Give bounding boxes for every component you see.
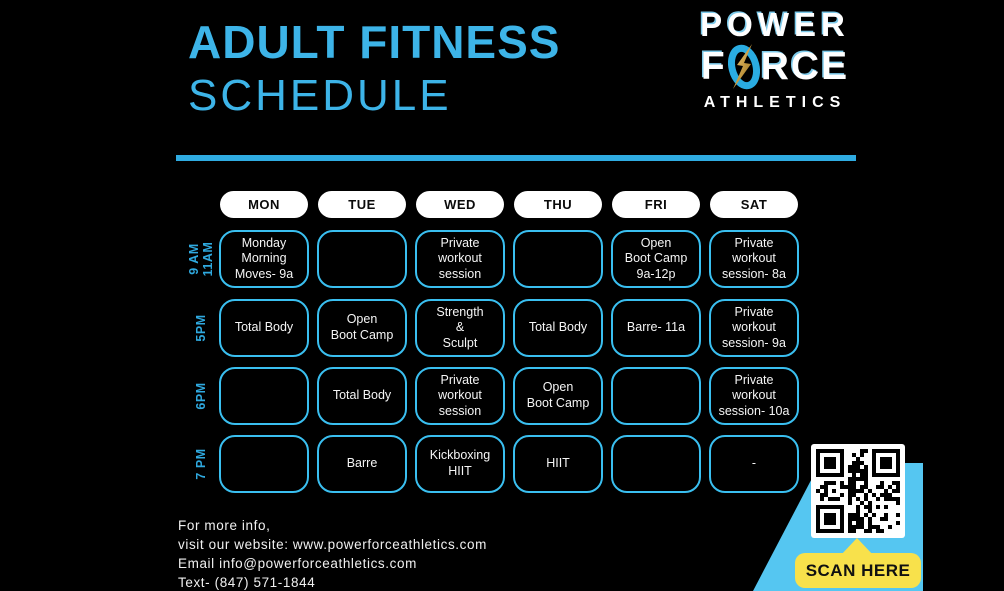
logo-force-rce: RCE bbox=[760, 44, 850, 88]
schedule-cell: Total Body bbox=[317, 367, 407, 425]
logo-word-athletics: ATHLETICS bbox=[703, 93, 847, 111]
schedule-cell: Private workout session- 10a bbox=[709, 367, 799, 425]
lightning-bolt-icon bbox=[727, 43, 760, 90]
qr-code-icon bbox=[816, 449, 900, 533]
schedule-cell: Monday Morning Moves- 9a bbox=[219, 230, 309, 288]
day-header-wed: WED bbox=[416, 191, 504, 218]
page-title: ADULT FITNESS bbox=[188, 16, 561, 68]
schedule-cell: Kickboxing HIIT bbox=[415, 435, 505, 493]
schedule-cell: Open Boot Camp bbox=[513, 367, 603, 425]
schedule-cell: Private workout session- 8a bbox=[709, 230, 799, 288]
day-header-fri: FRI bbox=[612, 191, 700, 218]
day-header-tue: TUE bbox=[318, 191, 406, 218]
time-label-5pm: 5PM bbox=[193, 314, 208, 342]
qr-code bbox=[811, 444, 905, 538]
logo-force-f: F bbox=[700, 44, 727, 88]
scan-pointer-icon bbox=[840, 538, 874, 556]
schedule-cell: HIIT bbox=[513, 435, 603, 493]
brand-logo: POWER F RCE ATHLETICS bbox=[686, 6, 864, 112]
schedule-cell bbox=[513, 230, 603, 288]
contact-info: For more info, visit our website: www.po… bbox=[178, 516, 487, 591]
day-header-thu: THU bbox=[514, 191, 602, 218]
time-label-6pm: 6PM bbox=[193, 382, 208, 410]
schedule-cell: Private workout session bbox=[415, 367, 505, 425]
schedule-cell bbox=[611, 367, 701, 425]
title-block: ADULT FITNESS SCHEDULE bbox=[188, 16, 561, 120]
schedule-cell: Barre- 11a bbox=[611, 299, 701, 357]
contact-line-intro: For more info, bbox=[178, 518, 271, 533]
day-header-sat: SAT bbox=[710, 191, 798, 218]
day-header-mon: MON bbox=[220, 191, 308, 218]
logo-word-power: POWER bbox=[700, 6, 850, 43]
schedule-cell: Strength & Sculpt bbox=[415, 299, 505, 357]
logo-word-force: F RCE bbox=[686, 43, 864, 91]
schedule-cell bbox=[219, 367, 309, 425]
schedule-cell bbox=[611, 435, 701, 493]
schedule-cell: Private workout session- 9a bbox=[709, 299, 799, 357]
time-label-7pm: 7 PM bbox=[193, 448, 208, 480]
schedule-cell: Barre bbox=[317, 435, 407, 493]
contact-line-email: Email info@powerforceathletics.com bbox=[178, 556, 417, 571]
contact-line-website: visit our website: www.powerforceathleti… bbox=[178, 537, 487, 552]
schedule-cell: - bbox=[709, 435, 799, 493]
time-label-9am-11am: 9 AM 11AM bbox=[186, 241, 215, 277]
scan-here-button: SCAN HERE bbox=[795, 553, 921, 588]
accent-divider bbox=[176, 155, 856, 161]
page-subtitle: SCHEDULE bbox=[188, 70, 452, 120]
schedule-cell: Total Body bbox=[513, 299, 603, 357]
schedule-cell bbox=[317, 230, 407, 288]
schedule-cell: Open Boot Camp bbox=[317, 299, 407, 357]
contact-line-phone: Text- (847) 571-1844 bbox=[178, 575, 316, 590]
schedule-cell: Open Boot Camp 9a-12p bbox=[611, 230, 701, 288]
schedule-cell: Private workout session bbox=[415, 230, 505, 288]
schedule-cell bbox=[219, 435, 309, 493]
schedule-cell: Total Body bbox=[219, 299, 309, 357]
